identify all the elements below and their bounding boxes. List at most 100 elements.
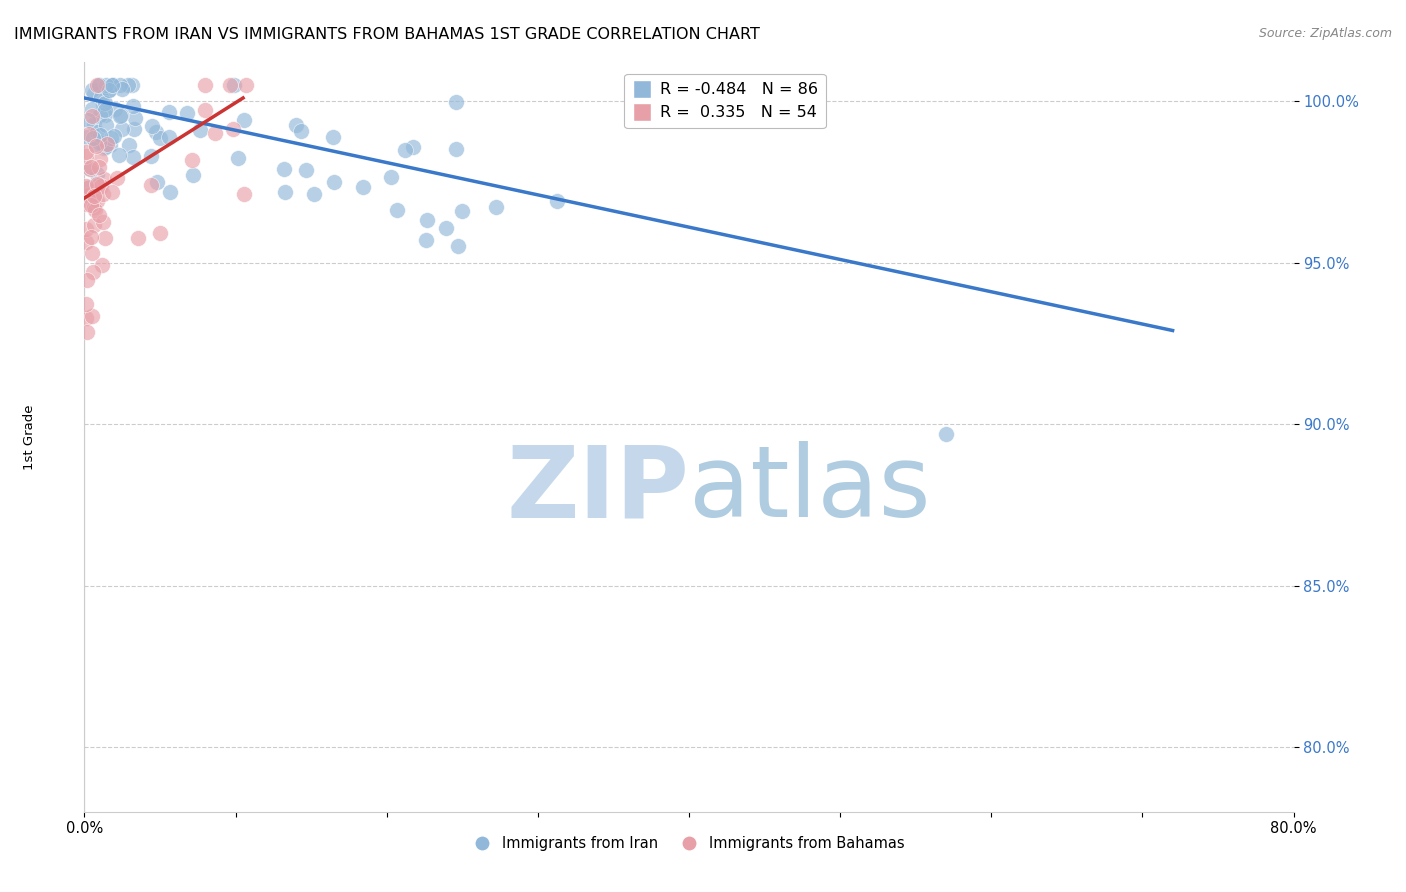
Point	[96, 136, 118, 151]
Point	[96, 136, 118, 151]
Point	[83, 200, 105, 214]
Point	[86, 125, 108, 139]
Point	[98, 138, 121, 153]
Point	[110, 109, 132, 123]
Point	[101, 78, 124, 92]
Point	[204, 126, 226, 140]
Point	[101, 78, 124, 92]
Point	[485, 200, 508, 214]
Point	[385, 202, 408, 217]
Point	[290, 123, 312, 137]
Point	[75, 221, 97, 235]
Point	[139, 149, 162, 163]
Point	[84, 139, 107, 153]
Point	[75, 197, 97, 211]
Point	[101, 78, 124, 92]
Point	[219, 78, 242, 92]
Point	[401, 139, 423, 153]
Point	[91, 97, 114, 112]
Point	[176, 105, 198, 120]
Point	[546, 194, 568, 208]
Point	[84, 186, 107, 201]
Point	[416, 213, 439, 227]
Point	[183, 168, 205, 182]
Point	[111, 81, 134, 95]
Point	[111, 122, 134, 136]
Point	[274, 185, 297, 199]
Point	[76, 325, 98, 339]
Point	[222, 78, 245, 92]
Point	[233, 186, 256, 201]
Point	[83, 117, 105, 131]
Point	[93, 215, 115, 229]
Point	[86, 78, 108, 92]
Point	[149, 131, 172, 145]
Point	[181, 153, 204, 167]
Point	[89, 207, 111, 221]
Point	[93, 140, 115, 154]
Point	[100, 131, 122, 145]
Point	[127, 231, 149, 245]
Point	[83, 87, 105, 101]
Point	[75, 145, 97, 159]
Point	[83, 202, 105, 217]
Point	[80, 198, 103, 212]
Point	[86, 167, 108, 181]
Point	[380, 169, 402, 184]
Text: IMMIGRANTS FROM IRAN VS IMMIGRANTS FROM BAHAMAS 1ST GRADE CORRELATION CHART: IMMIGRANTS FROM IRAN VS IMMIGRANTS FROM …	[14, 27, 759, 42]
Point	[118, 138, 141, 153]
Point	[80, 83, 103, 97]
Point	[110, 108, 132, 122]
Point	[434, 221, 457, 235]
Point	[194, 78, 217, 92]
Point	[86, 177, 108, 191]
Point	[89, 128, 111, 142]
Point	[83, 218, 105, 232]
Point	[75, 311, 97, 326]
Point	[108, 148, 131, 162]
Text: Source: ZipAtlas.com: Source: ZipAtlas.com	[1258, 27, 1392, 40]
Point	[83, 189, 105, 203]
Point	[444, 95, 467, 109]
Point	[76, 130, 98, 145]
Point	[98, 83, 121, 97]
Point	[82, 246, 104, 260]
Point	[94, 108, 117, 122]
Point	[352, 179, 374, 194]
Point	[159, 185, 181, 199]
Point	[122, 122, 145, 136]
Point	[94, 96, 117, 111]
Point	[86, 194, 108, 208]
Point	[77, 180, 100, 194]
Point	[80, 309, 103, 323]
Text: atlas: atlas	[689, 441, 931, 538]
Point	[444, 142, 467, 156]
Point	[194, 103, 217, 118]
Point	[91, 258, 114, 272]
Point	[82, 265, 104, 279]
Point	[304, 187, 326, 202]
Point	[447, 238, 470, 252]
Point	[295, 163, 318, 178]
Point	[149, 226, 172, 240]
Point	[394, 143, 416, 157]
Point	[146, 175, 169, 189]
Legend: Immigrants from Iran, Immigrants from Bahamas: Immigrants from Iran, Immigrants from Ba…	[467, 830, 911, 857]
Point	[104, 102, 127, 116]
Point	[93, 231, 115, 245]
Point	[86, 178, 108, 193]
Point	[222, 122, 245, 136]
Point	[121, 98, 143, 112]
Point	[451, 204, 474, 219]
Point	[89, 108, 111, 122]
Point	[82, 130, 104, 145]
Point	[145, 126, 167, 140]
Point	[108, 78, 131, 92]
Point	[94, 139, 117, 153]
Point	[75, 235, 97, 249]
Point	[82, 109, 104, 123]
Point	[76, 188, 98, 202]
Point	[226, 152, 249, 166]
Point	[157, 130, 180, 145]
Point	[94, 78, 117, 92]
